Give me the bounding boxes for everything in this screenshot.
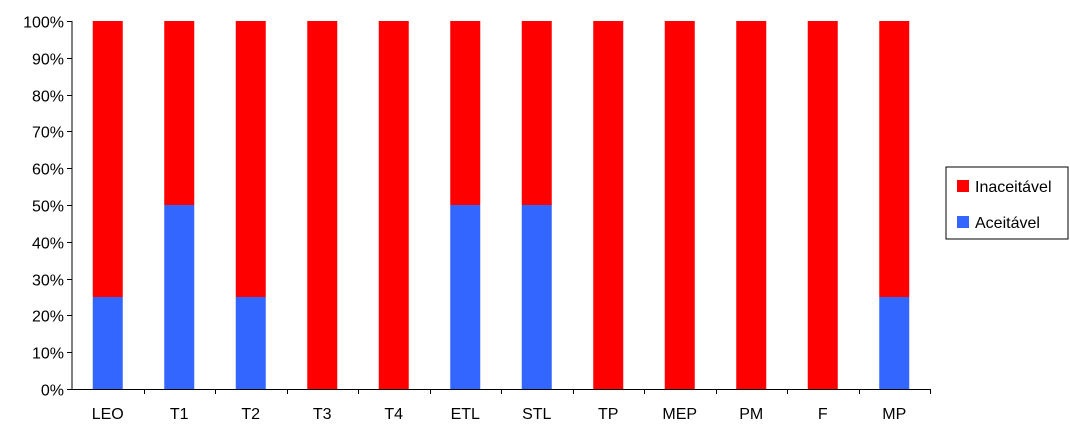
x-tick-label: MP bbox=[882, 406, 906, 423]
x-tick-label: LEO bbox=[92, 406, 124, 423]
bar-segment bbox=[450, 205, 481, 389]
x-tick-label: STL bbox=[522, 406, 551, 423]
x-tick-label: T1 bbox=[170, 406, 189, 423]
legend: Inaceitável Aceitável bbox=[945, 166, 1069, 240]
y-tick-label: 30% bbox=[32, 273, 64, 290]
x-tick-label: PM bbox=[739, 406, 763, 423]
x-tick-label: F bbox=[818, 406, 828, 423]
legend-swatch bbox=[957, 216, 969, 228]
y-tick-label: 100% bbox=[23, 15, 64, 32]
x-tick-label: T3 bbox=[313, 406, 332, 423]
y-tick-label: 20% bbox=[32, 309, 64, 326]
bar-segment bbox=[664, 21, 695, 389]
bar-segment bbox=[235, 297, 266, 389]
legend-label: Aceitável bbox=[975, 215, 1040, 232]
bar-segment bbox=[593, 21, 624, 389]
y-tick-label: 90% bbox=[32, 52, 64, 69]
bar-segment bbox=[521, 21, 552, 205]
y-tick-label: 0% bbox=[41, 383, 64, 400]
bar-segment bbox=[307, 21, 338, 389]
legend-label: Inaceitável bbox=[975, 179, 1052, 196]
bar-segment bbox=[378, 21, 409, 389]
bar-segment bbox=[521, 205, 552, 389]
y-tick-label: 80% bbox=[32, 89, 64, 106]
bars bbox=[92, 21, 910, 389]
bar-segment bbox=[807, 21, 838, 389]
x-axis: LEO T1 T2 T3 T4 ETL STL TP MEP PM F MP bbox=[72, 389, 931, 423]
bar-segment bbox=[879, 297, 910, 389]
bar-segment bbox=[164, 205, 195, 389]
x-tick-label: T4 bbox=[384, 406, 403, 423]
bar-segment bbox=[736, 21, 767, 389]
y-tick-label: 10% bbox=[32, 346, 64, 363]
x-tick-label: T2 bbox=[241, 406, 260, 423]
bar-segment bbox=[235, 21, 266, 297]
legend-swatch bbox=[957, 180, 969, 192]
y-axis: 0% 10% 20% 30% 40% 50% 60% 70% 80% 90% 100% bbox=[23, 15, 73, 400]
y-tick-label: 50% bbox=[32, 199, 64, 216]
y-tick-label: 70% bbox=[32, 125, 64, 142]
bar-segment bbox=[92, 297, 123, 389]
bar-segment bbox=[450, 21, 481, 205]
x-tick-label: TP bbox=[598, 406, 618, 423]
bar-segment bbox=[879, 21, 910, 297]
bar-segment bbox=[92, 21, 123, 297]
x-tick-label: ETL bbox=[451, 406, 480, 423]
bar-segment bbox=[164, 21, 195, 205]
y-tick-label: 40% bbox=[32, 236, 64, 253]
y-tick-label: 60% bbox=[32, 162, 64, 179]
x-tick-label: MEP bbox=[662, 406, 697, 423]
